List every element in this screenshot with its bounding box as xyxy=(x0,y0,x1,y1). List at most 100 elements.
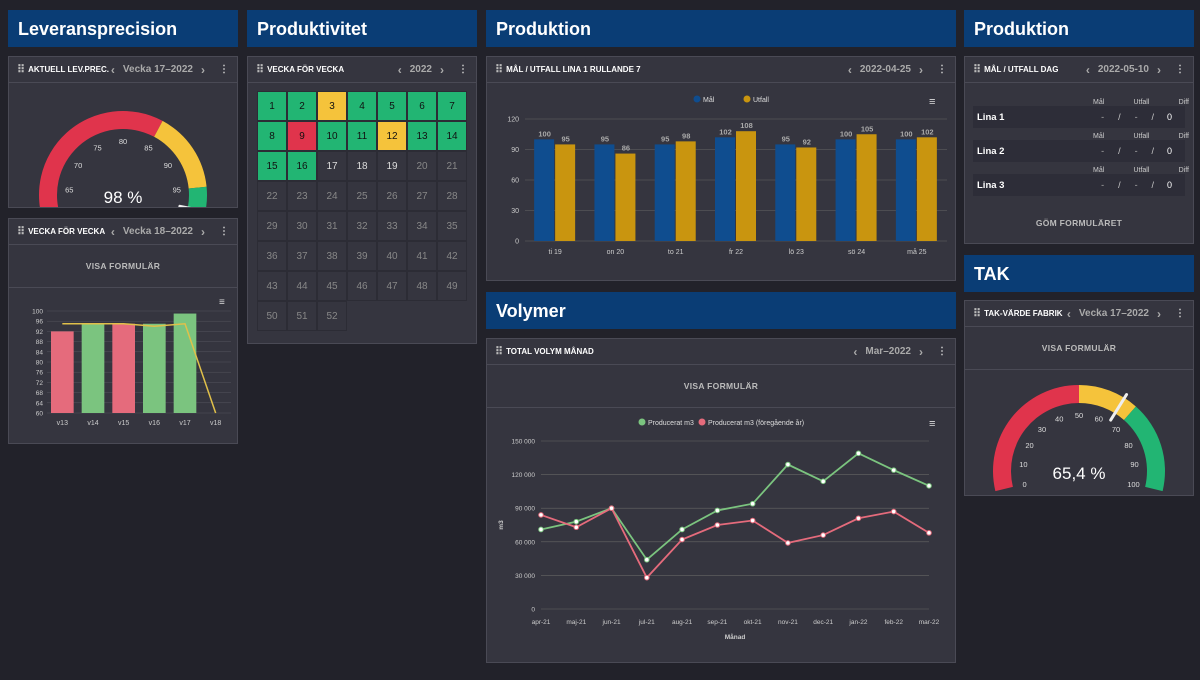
week-cell[interactable]: 29 xyxy=(257,211,287,241)
data-point[interactable] xyxy=(573,518,580,525)
data-point[interactable] xyxy=(820,532,826,538)
week-cell[interactable]: 30 xyxy=(287,211,317,241)
week-cell[interactable]: 15 xyxy=(257,151,287,181)
data-point[interactable] xyxy=(679,526,685,533)
prev-arrow-icon[interactable]: ‹ xyxy=(847,62,852,77)
data-point[interactable] xyxy=(714,507,721,514)
week-cell[interactable]: 33 xyxy=(377,211,407,241)
week-cell[interactable]: 23 xyxy=(287,181,317,211)
week-cell[interactable]: 18 xyxy=(347,151,377,181)
next-arrow-icon[interactable]: › xyxy=(919,344,923,359)
week-cell[interactable]: 9 xyxy=(287,121,317,151)
mal-input[interactable]: - xyxy=(1101,180,1105,190)
week-cell[interactable]: 8 xyxy=(257,121,287,151)
prev-arrow-icon[interactable]: ‹ xyxy=(1066,306,1071,321)
more-options-icon[interactable]: ⋮ xyxy=(219,64,229,75)
next-arrow-icon[interactable]: › xyxy=(919,62,923,77)
week-cell[interactable]: 24 xyxy=(317,181,347,211)
prev-arrow-icon[interactable]: ‹ xyxy=(1085,62,1090,77)
week-cell[interactable]: 39 xyxy=(347,241,377,271)
week-cell[interactable]: 2 xyxy=(287,91,317,121)
week-cell[interactable]: 41 xyxy=(407,241,437,271)
drag-handle-icon[interactable]: ⠿ xyxy=(495,64,503,76)
week-cell[interactable]: 6 xyxy=(407,91,437,121)
chart-menu-icon[interactable]: ≡ xyxy=(929,418,935,430)
drag-handle-icon[interactable]: ⠿ xyxy=(17,64,25,76)
week-cell[interactable]: 47 xyxy=(377,271,407,301)
week-cell[interactable]: 22 xyxy=(257,181,287,211)
week-cell[interactable]: 7 xyxy=(437,91,467,121)
week-cell[interactable]: 26 xyxy=(377,181,407,211)
week-cell[interactable]: 17 xyxy=(317,151,347,181)
drag-handle-icon[interactable]: ⠿ xyxy=(17,226,25,238)
week-cell[interactable]: 36 xyxy=(257,241,287,271)
week-cell[interactable]: 51 xyxy=(287,301,317,331)
week-cell[interactable]: 40 xyxy=(377,241,407,271)
data-point[interactable] xyxy=(538,512,544,518)
week-cell[interactable]: 45 xyxy=(317,271,347,301)
week-cell[interactable]: 5 xyxy=(377,91,407,121)
week-cell[interactable]: 21 xyxy=(437,151,467,181)
week-cell[interactable]: 4 xyxy=(347,91,377,121)
week-cell[interactable]: 3 xyxy=(317,91,347,121)
week-cell[interactable]: 1 xyxy=(257,91,287,121)
drag-handle-icon[interactable]: ⠿ xyxy=(973,64,981,76)
week-cell[interactable]: 12 xyxy=(377,121,407,151)
more-options-icon[interactable]: ⋮ xyxy=(937,64,947,75)
chart-menu-icon[interactable]: ≡ xyxy=(929,96,935,108)
week-cell[interactable]: 13 xyxy=(407,121,437,151)
more-options-icon[interactable]: ⋮ xyxy=(219,226,229,237)
data-point[interactable] xyxy=(714,522,721,528)
data-point[interactable] xyxy=(926,483,932,489)
show-form-button[interactable]: VISA FORMULÄR xyxy=(1041,343,1117,353)
drag-handle-icon[interactable]: ⠿ xyxy=(973,308,981,320)
data-point[interactable] xyxy=(679,536,685,543)
prev-arrow-icon[interactable]: ‹ xyxy=(853,344,858,359)
show-form-button[interactable]: VISA FORMULÄR xyxy=(85,261,161,271)
more-options-icon[interactable]: ⋮ xyxy=(1175,308,1185,319)
utfall-input[interactable]: - xyxy=(1134,180,1138,190)
week-cell[interactable]: 42 xyxy=(437,241,467,271)
data-point[interactable] xyxy=(749,500,756,507)
week-cell[interactable]: 11 xyxy=(347,121,377,151)
show-form-button[interactable]: VISA FORMULÄR xyxy=(683,381,759,391)
data-point[interactable] xyxy=(890,508,897,515)
more-options-icon[interactable]: ⋮ xyxy=(1175,64,1185,75)
week-cell[interactable]: 19 xyxy=(377,151,407,181)
week-cell[interactable]: 27 xyxy=(407,181,437,211)
week-cell[interactable]: 38 xyxy=(317,241,347,271)
data-point[interactable] xyxy=(855,515,862,522)
mal-input[interactable]: - xyxy=(1101,146,1105,156)
week-cell[interactable]: 28 xyxy=(437,181,467,211)
week-cell[interactable]: 20 xyxy=(407,151,437,181)
week-cell[interactable]: 25 xyxy=(347,181,377,211)
week-cell[interactable]: 37 xyxy=(287,241,317,271)
next-arrow-icon[interactable]: › xyxy=(1157,306,1161,321)
week-cell[interactable]: 46 xyxy=(347,271,377,301)
next-arrow-icon[interactable]: › xyxy=(440,62,444,77)
more-options-icon[interactable]: ⋮ xyxy=(937,346,947,357)
data-point[interactable] xyxy=(926,530,932,536)
drag-handle-icon[interactable]: ⠿ xyxy=(256,64,264,76)
week-cell[interactable]: 16 xyxy=(287,151,317,181)
data-point[interactable] xyxy=(644,556,650,563)
week-cell[interactable]: 10 xyxy=(317,121,347,151)
next-arrow-icon[interactable]: › xyxy=(201,224,205,239)
prev-arrow-icon[interactable]: ‹ xyxy=(397,62,402,77)
week-cell[interactable]: 32 xyxy=(347,211,377,241)
week-cell[interactable]: 52 xyxy=(317,301,347,331)
data-point[interactable] xyxy=(820,478,826,485)
chart-menu-icon[interactable]: ≡ xyxy=(219,297,225,308)
week-cell[interactable]: 49 xyxy=(437,271,467,301)
next-arrow-icon[interactable]: › xyxy=(1157,62,1161,77)
utfall-input[interactable]: - xyxy=(1134,146,1138,156)
data-point[interactable] xyxy=(573,524,580,531)
data-point[interactable] xyxy=(644,574,650,581)
utfall-input[interactable]: - xyxy=(1134,112,1138,122)
mal-input[interactable]: - xyxy=(1101,112,1105,122)
data-point[interactable] xyxy=(749,517,756,524)
data-point[interactable] xyxy=(538,526,544,533)
week-cell[interactable]: 34 xyxy=(407,211,437,241)
data-point[interactable] xyxy=(608,505,615,511)
week-cell[interactable]: 44 xyxy=(287,271,317,301)
